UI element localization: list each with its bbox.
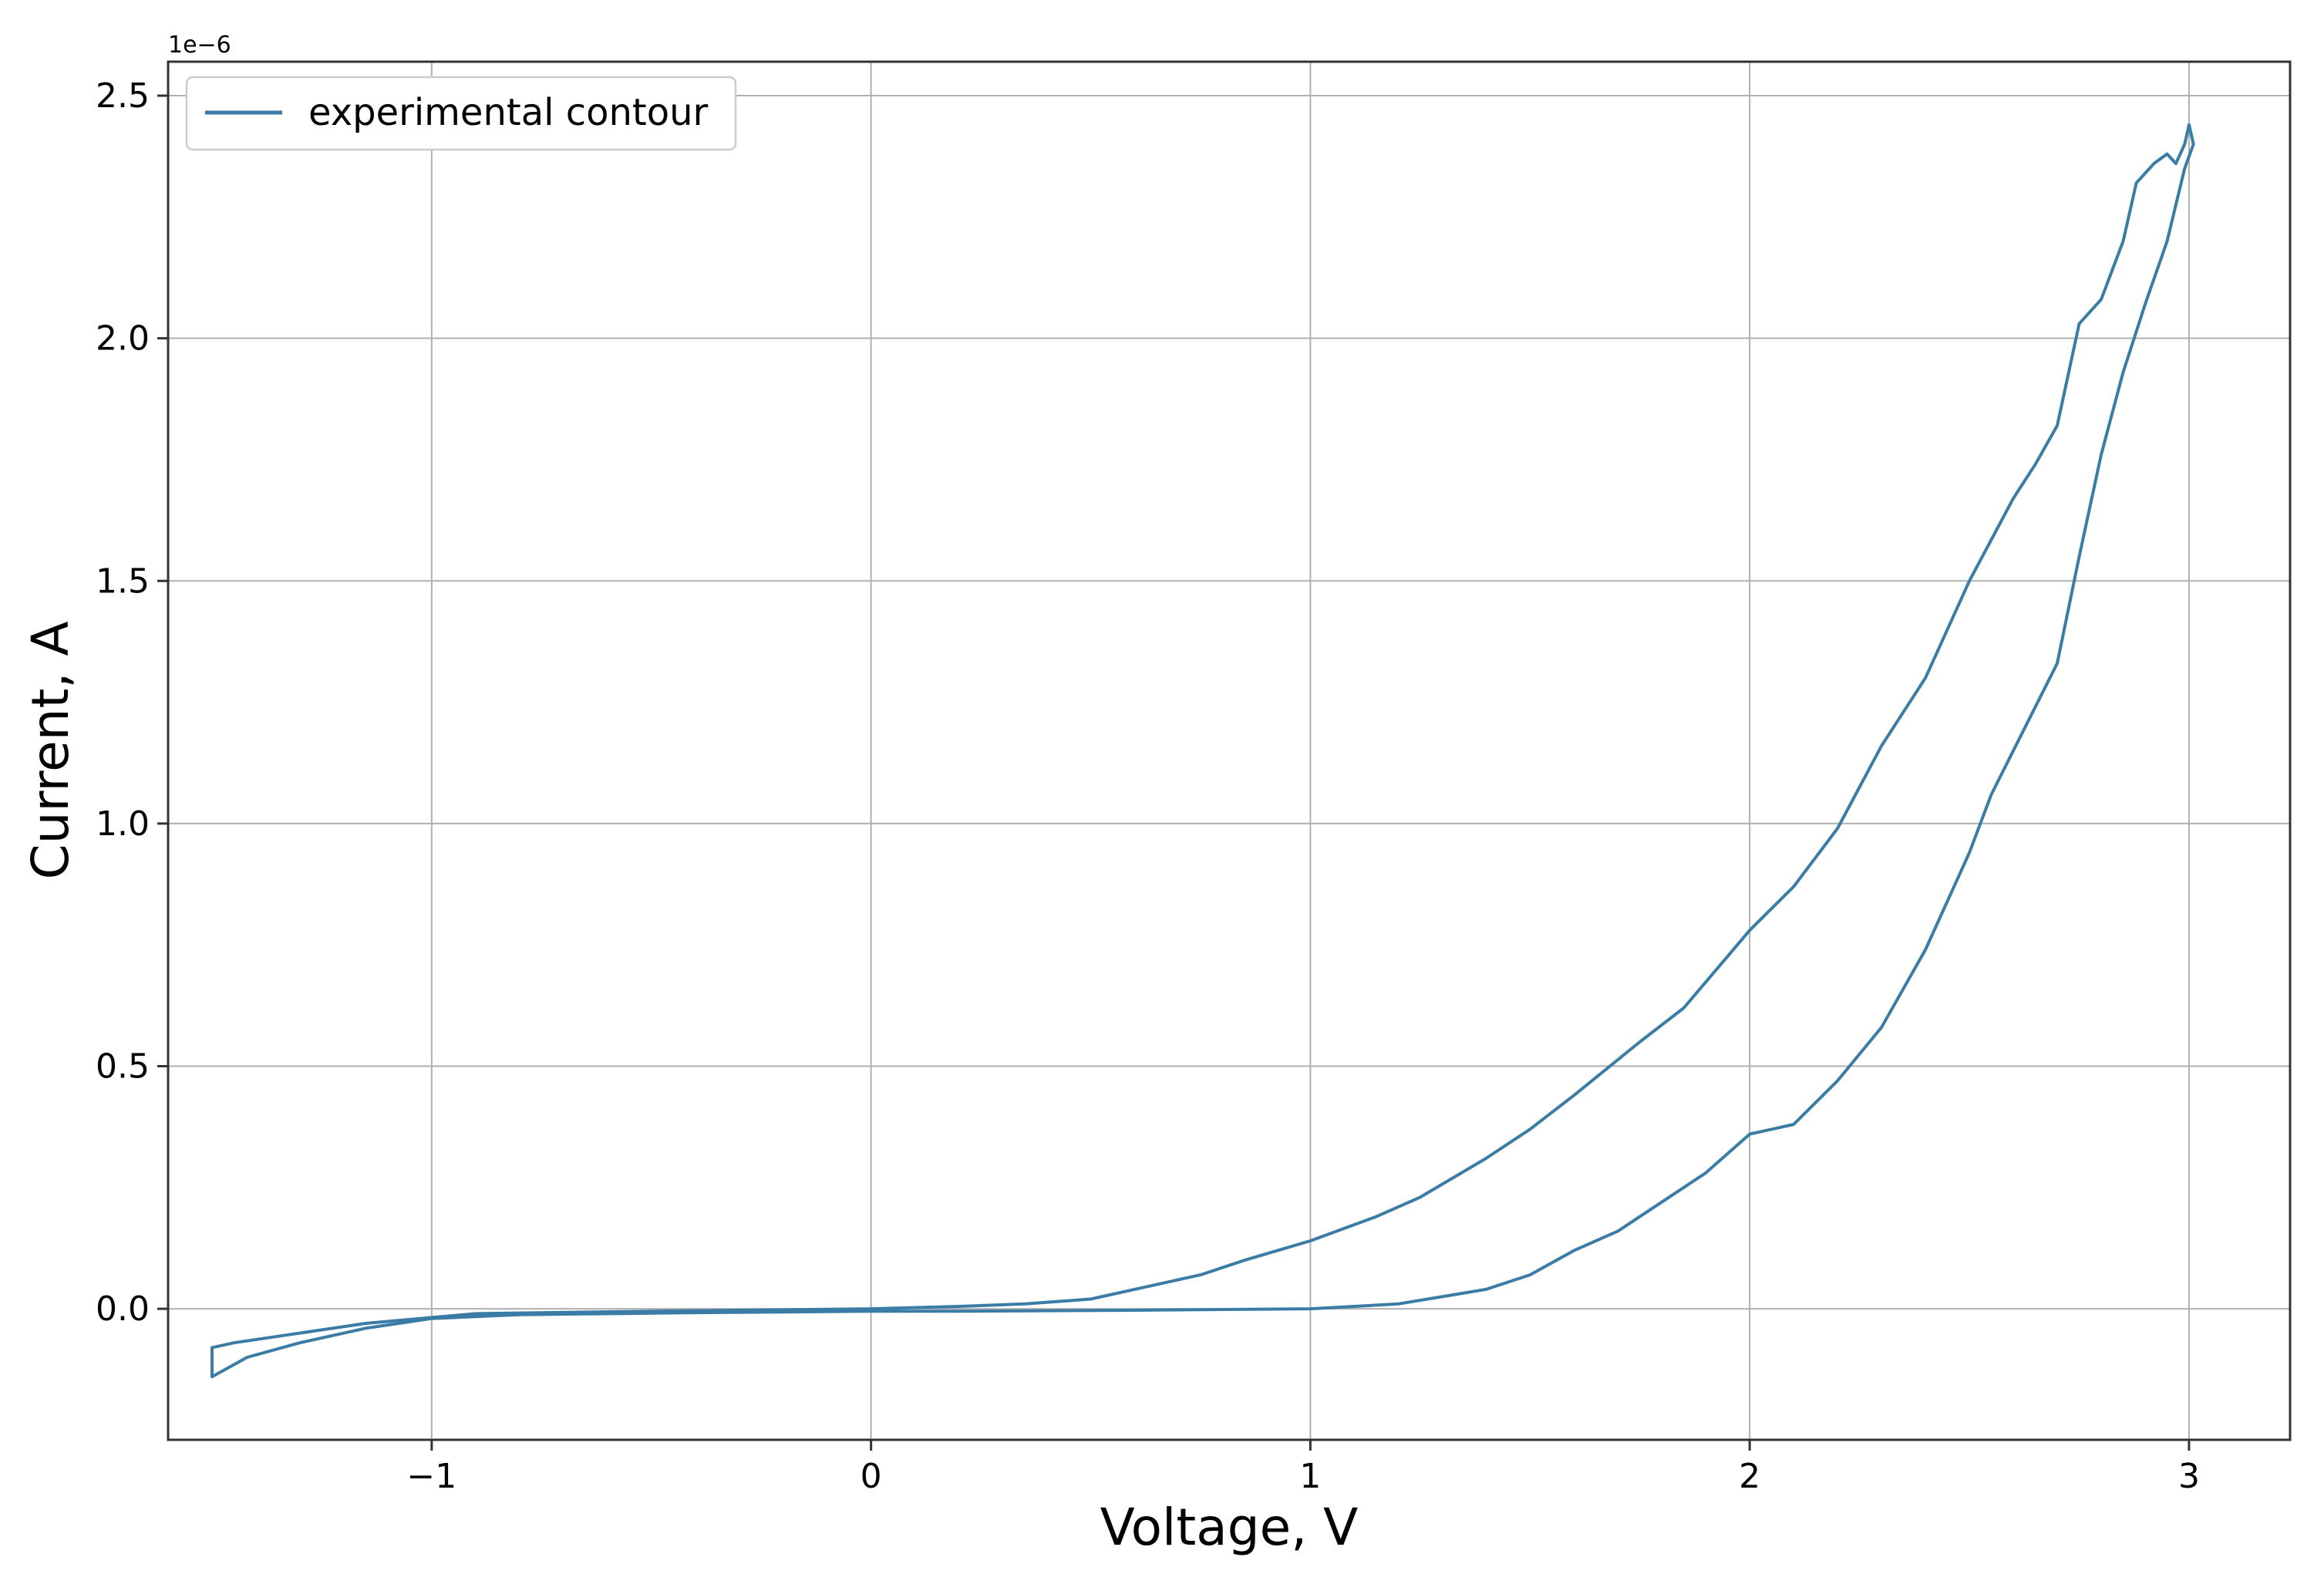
legend-box <box>185 76 737 151</box>
x-tick-label: 2 <box>1739 1457 1760 1496</box>
y-tick-label: 2.0 <box>96 319 150 359</box>
y-tick-label: 2.5 <box>96 76 150 116</box>
y-axis-title: Current, A <box>21 622 80 880</box>
y-tick-label: 0.0 <box>96 1289 150 1329</box>
x-tick-label: −1 <box>406 1457 456 1496</box>
y-tick-label: 0.5 <box>96 1047 150 1086</box>
x-tick-label: 1 <box>1299 1457 1321 1496</box>
x-tick-label: 0 <box>861 1457 882 1496</box>
y-tick-label: 1.5 <box>96 561 150 601</box>
axes-frame <box>167 60 2292 1441</box>
legend: experimental contour <box>185 76 737 151</box>
plot-area <box>168 62 2290 1440</box>
series-line-0 <box>211 123 2195 1379</box>
y-tick-label: 1.0 <box>96 804 150 844</box>
x-tick-label: 3 <box>2178 1457 2200 1496</box>
y-offset-label: 1e−6 <box>168 32 231 59</box>
x-axis-title: Voltage, V <box>1100 1498 1359 1557</box>
series-layer <box>211 123 2195 1379</box>
ticks: −1 0 1 2 3 0.0 0.5 1.0 1.5 2.0 2.5 <box>96 76 2200 1496</box>
legend-label: experimental contour <box>308 91 708 134</box>
grid <box>168 62 2290 1440</box>
